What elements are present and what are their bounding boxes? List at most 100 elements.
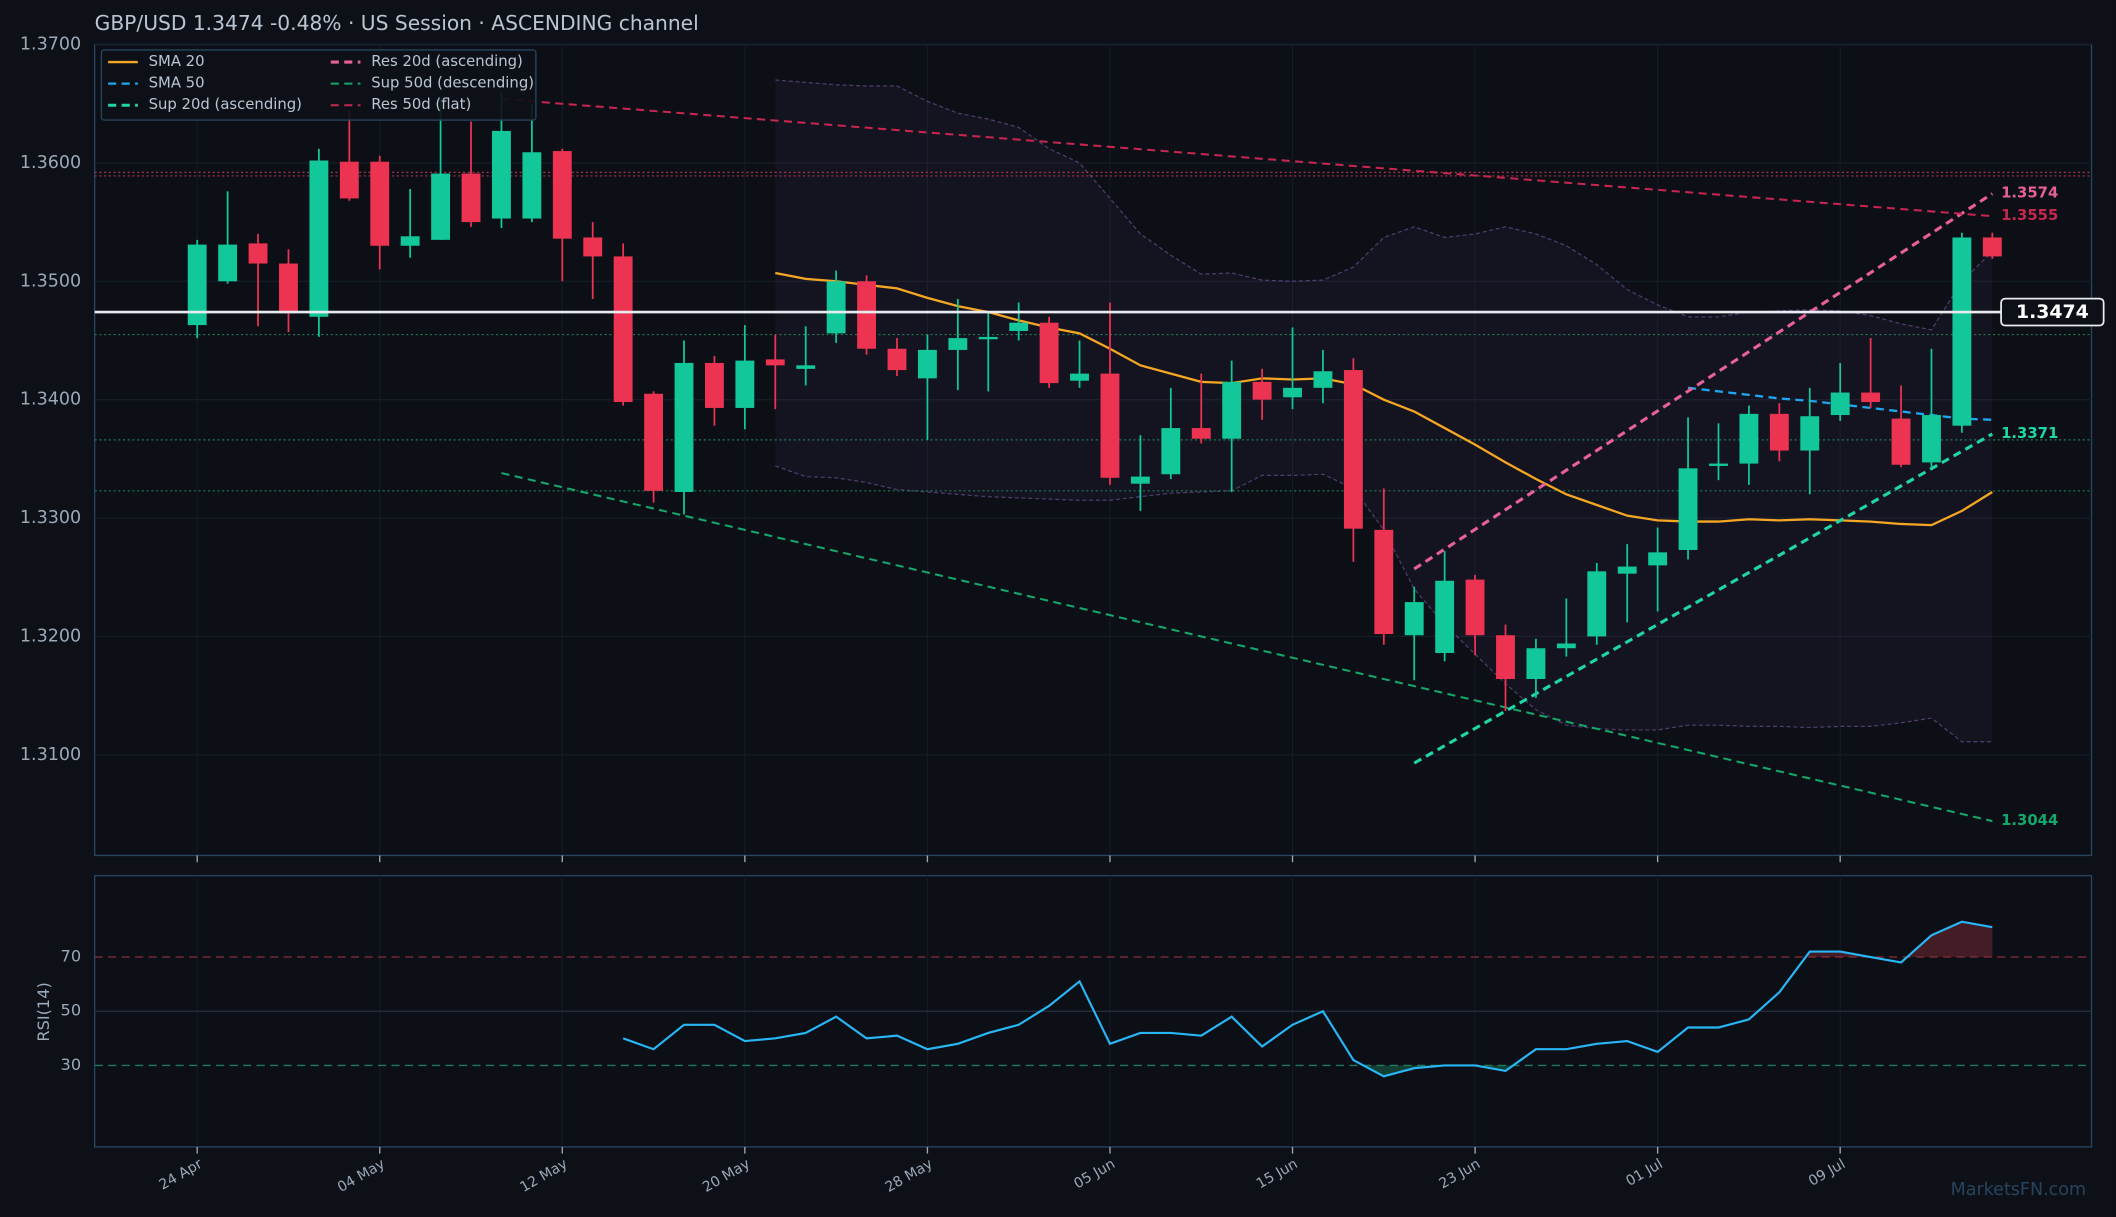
rsi-axis-label: RSI(14)	[34, 982, 53, 1042]
candle-body	[1922, 415, 1941, 463]
candle-body	[857, 281, 876, 349]
watermark: MarketsFN.com	[1951, 1180, 2086, 1200]
price-panel	[93, 43, 2093, 857]
price-plot	[94, 79, 2092, 823]
candle-body	[826, 281, 846, 334]
line-end-label: 1.3044	[2001, 812, 2058, 829]
candle-body	[1252, 381, 1272, 400]
candle-body	[765, 359, 785, 366]
chart-title: GBP/USD 1.3474 -0.48% · US Session · ASC…	[95, 11, 699, 35]
candle-body	[1191, 428, 1211, 439]
y-tick-label: 1.3300	[20, 508, 81, 528]
candle-body	[492, 130, 511, 219]
candle-body	[1283, 387, 1302, 398]
y-tick-label: 1.3200	[20, 626, 81, 646]
candle-body	[1952, 237, 1972, 426]
candle-body	[1739, 413, 1759, 464]
candle-body	[704, 362, 724, 408]
candle-body	[1526, 648, 1546, 680]
candle-body	[1709, 463, 1728, 466]
legend-label: Res 20d (ascending)	[371, 53, 523, 70]
candle-body	[1830, 392, 1850, 416]
line-end-label: 1.3555	[2001, 207, 2058, 224]
candle-body	[1009, 322, 1029, 331]
candle-body	[1130, 476, 1150, 484]
legend-label: SMA 50	[149, 75, 205, 92]
candle-body	[279, 263, 298, 314]
candle-body	[644, 393, 664, 491]
band-line	[775, 79, 1993, 331]
rsi-line	[622, 920, 1993, 1078]
legend-label: SMA 20	[149, 53, 205, 70]
y-tick-label: 30	[61, 1055, 82, 1074]
candle-body	[552, 151, 572, 239]
candle-body	[522, 152, 542, 219]
candle-body	[1891, 418, 1911, 465]
y-tick-label: 70	[61, 947, 82, 966]
candle-body	[1070, 373, 1089, 381]
y-tick-label: 1.3600	[20, 153, 81, 173]
plot-layer: 1.3100 1.3200 1.3300 1.3400 1.3500 1.3600 1.37…	[20, 35, 2105, 1196]
series-line	[1413, 432, 1994, 765]
series-line	[501, 97, 1993, 218]
candle-body	[674, 362, 694, 492]
candle-body	[1648, 552, 1668, 566]
legend-label: Sup 50d (descending)	[371, 75, 534, 92]
candle-body	[1435, 580, 1455, 653]
candle-body	[1222, 381, 1242, 439]
candle-body	[218, 244, 238, 282]
candle-body	[1861, 392, 1881, 403]
candle-body	[1161, 428, 1181, 475]
candle-body	[613, 256, 633, 403]
candle-body	[1313, 371, 1333, 388]
candle-body	[1769, 413, 1789, 451]
candle-body	[370, 161, 390, 246]
candle-body	[1404, 602, 1424, 636]
candle-body	[1039, 322, 1059, 384]
candle-body	[1465, 579, 1485, 636]
candle-body	[978, 336, 998, 340]
series-line	[1413, 192, 1994, 571]
candle-body	[1374, 529, 1394, 635]
candle-body	[583, 237, 603, 257]
candle-body	[917, 349, 937, 379]
candle-body	[1617, 566, 1637, 574]
candle-body	[1587, 571, 1607, 637]
candle-body	[400, 236, 420, 246]
y-tick-label: 1.3400	[20, 390, 81, 410]
band-fill	[775, 80, 1993, 742]
candle-body	[1982, 237, 2002, 257]
candle-body	[1343, 370, 1363, 529]
legend-label: Sup 20d (ascending)	[149, 96, 302, 113]
candle-body	[461, 173, 481, 223]
last-price-label: 1.3474	[2016, 301, 2089, 323]
y-tick-label: 1.3100	[20, 745, 81, 765]
line-end-label: 1.3371	[2001, 425, 2058, 442]
last-price-box	[2000, 297, 2105, 327]
candle-body	[735, 360, 755, 408]
candle-body	[248, 243, 268, 264]
band-line	[775, 465, 1993, 743]
series-line	[501, 472, 1993, 823]
legend-box	[100, 49, 537, 121]
candle-body	[1678, 468, 1698, 550]
legend-label: Res 50d (flat)	[371, 96, 471, 113]
y-tick-label: 1.3700	[20, 35, 81, 55]
candle-body	[1100, 373, 1120, 478]
y-tick-label: 50	[61, 1001, 82, 1020]
candle-body	[796, 365, 816, 369]
candle-body	[887, 348, 907, 371]
candle-body	[1800, 416, 1820, 451]
candle-body	[187, 244, 207, 326]
series-line	[775, 271, 1993, 527]
candle-body	[309, 160, 329, 317]
candle-body	[1556, 643, 1576, 649]
candle-body	[339, 161, 359, 199]
candle-body	[431, 173, 451, 240]
candle-body	[1496, 635, 1515, 680]
y-tick-label: 1.3500	[20, 271, 81, 291]
line-end-label: 1.3574	[2001, 185, 2058, 202]
candle-body	[948, 338, 968, 350]
